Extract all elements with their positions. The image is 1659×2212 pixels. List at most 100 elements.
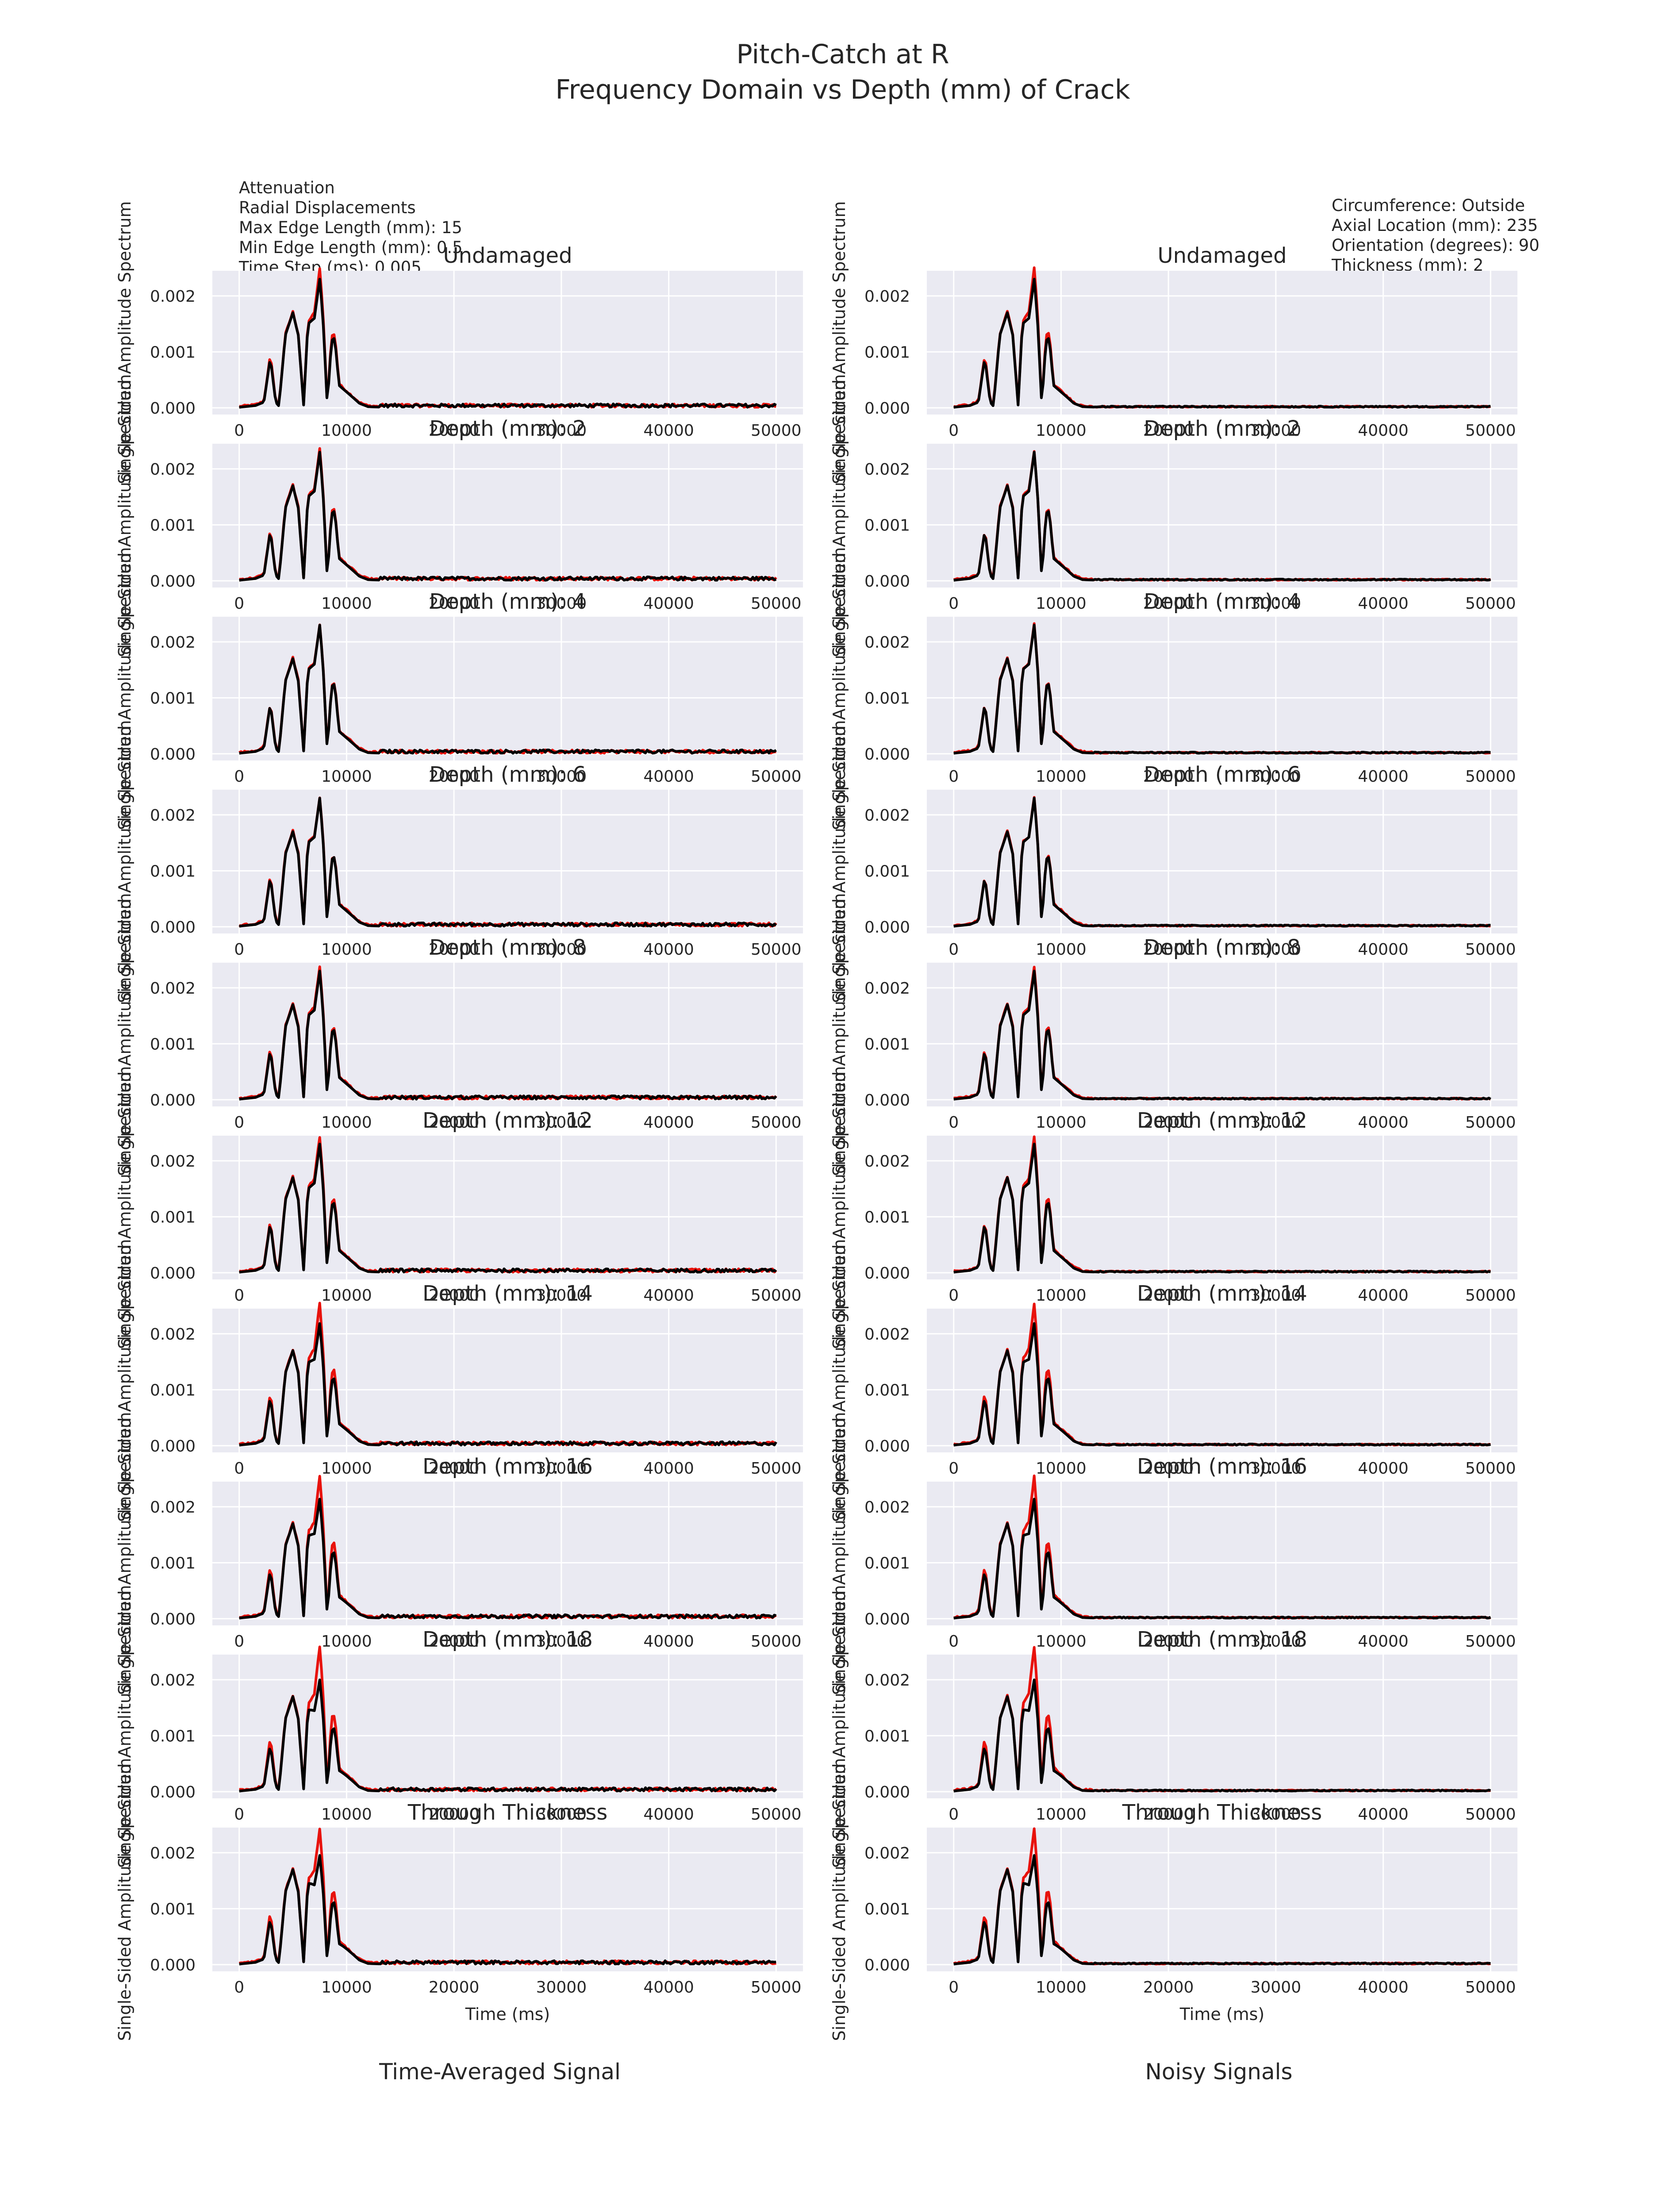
- figure-title-line2: Frequency Domain vs Depth (mm) of Crack: [555, 74, 1130, 105]
- y-axis-label: Single-Sided Amplitude Spectrum: [115, 201, 134, 484]
- y-tick-label: 0.000: [150, 745, 196, 764]
- series-line-black: [953, 1143, 1491, 1274]
- y-tick-label: 0.001: [864, 689, 910, 707]
- parameter-text: Max Edge Length (mm): 15: [239, 218, 462, 237]
- y-tick-label: 0.000: [864, 1091, 910, 1110]
- x-tick-label: 10000: [1036, 422, 1087, 440]
- subplot-time_averaged-6: 0 10000 20000 30000 40000 50000 0.000 0.001 0.00…: [115, 1239, 803, 1522]
- y-axis-label: Single-Sided Amplitude Spectrum: [830, 547, 849, 830]
- x-tick-label: 20000: [429, 768, 480, 786]
- series-line-black: [953, 797, 1491, 928]
- x-tick-label: 50000: [751, 1632, 802, 1651]
- plot-background: [212, 1136, 803, 1279]
- y-tick-label: 0.001: [864, 1900, 910, 1918]
- x-tick-label: 50000: [751, 1978, 802, 1997]
- x-tick-label: 0: [234, 1114, 244, 1132]
- plot-background: [212, 963, 803, 1106]
- x-tick-label: 50000: [751, 941, 802, 959]
- subplot-time_averaged-7: 0 10000 20000 30000 40000 50000 0.000 0.001 0.00…: [115, 1412, 803, 1695]
- x-tick-label: 20000: [1143, 941, 1194, 959]
- x-tick-label: 20000: [1143, 768, 1194, 786]
- plot-background: [212, 1309, 803, 1452]
- y-axis-label: Single-Sided Amplitude Spectrum: [830, 893, 849, 1176]
- x-tick-label: 0: [234, 1286, 244, 1305]
- y-tick-label: 0.001: [864, 1381, 910, 1399]
- x-tick-label: 30000: [536, 1459, 587, 1478]
- x-tick-label: 10000: [321, 1978, 372, 1997]
- x-tick-label: 10000: [321, 595, 372, 613]
- y-axis-label: Single-Sided Amplitude Spectrum: [830, 720, 849, 1003]
- y-tick-label: 0.002: [150, 1498, 196, 1517]
- subplot-noisy-6: 0 10000 20000 30000 40000 50000 0.000 0.001 0.00…: [830, 1239, 1517, 1522]
- subplot-title: Depth (mm): 12: [1137, 1108, 1307, 1133]
- plot-background: [212, 1655, 803, 1798]
- x-tick-label: 10000: [1036, 1805, 1087, 1824]
- parameter-text: Radial Displacements: [239, 198, 416, 217]
- x-tick-label: 30000: [536, 768, 587, 786]
- x-tick-label: 10000: [1036, 1978, 1087, 1997]
- subplot-time_averaged-5: 0 10000 20000 30000 40000 50000 0.000 0.001 0.00…: [115, 1066, 803, 1349]
- series-line-black: [239, 1498, 777, 1620]
- x-tick-label: 40000: [1358, 941, 1409, 959]
- y-axis-label: Single-Sided Amplitude Spectrum: [830, 1758, 849, 2041]
- y-tick-label: 0.002: [864, 1152, 910, 1171]
- x-tick-label: 40000: [1358, 595, 1409, 613]
- x-tick-label: 10000: [321, 1114, 372, 1132]
- y-tick-label: 0.000: [150, 572, 196, 591]
- x-axis-label: Time (ms): [465, 2005, 550, 2024]
- x-tick-label: 10000: [1036, 1114, 1087, 1132]
- x-tick-label: 10000: [321, 422, 372, 440]
- column-caption-time-averaged: Time-Averaged Signal: [379, 2059, 621, 2085]
- y-axis-label: Single-Sided Amplitude Spectrum: [115, 1239, 134, 1522]
- plot-background: [212, 1482, 803, 1625]
- x-tick-label: 50000: [1465, 941, 1516, 959]
- x-tick-label: 20000: [429, 1632, 480, 1651]
- subplot-time_averaged-1: 0 10000 20000 30000 40000 50000 0.000 0.001 0.00…: [115, 374, 803, 657]
- y-tick-label: 0.001: [864, 1035, 910, 1053]
- subplot-title: Depth (mm): 16: [422, 1454, 593, 1479]
- y-tick-label: 0.002: [864, 1498, 910, 1517]
- x-tick-label: 10000: [1036, 1459, 1087, 1478]
- plot-background: [212, 1828, 803, 1971]
- x-tick-label: 50000: [1465, 1805, 1516, 1824]
- x-tick-label: 20000: [1143, 1978, 1194, 1997]
- subplot-noisy-9: 0 10000 20000 30000 40000 50000 0.000 0.001 0.00…: [830, 1758, 1517, 2041]
- plot-background: [212, 617, 803, 760]
- x-tick-label: 20000: [429, 941, 480, 959]
- y-tick-label: 0.002: [150, 634, 196, 652]
- subplot-grid: 0 10000 20000 30000 40000 50000 0.000 0.001 0.00…: [115, 201, 1517, 2041]
- y-axis-label: Single-Sided Amplitude Spectrum: [115, 720, 134, 1003]
- y-tick-label: 0.000: [150, 1264, 196, 1283]
- x-tick-label: 0: [949, 1978, 959, 1997]
- subplot-title: Depth (mm): 2: [429, 416, 586, 441]
- series-line-black: [239, 970, 777, 1101]
- x-tick-label: 30000: [1251, 1978, 1302, 1997]
- x-tick-label: 10000: [1036, 1286, 1087, 1305]
- x-tick-label: 30000: [1251, 941, 1302, 959]
- series-line-black: [953, 1498, 1491, 1620]
- x-tick-label: 10000: [1036, 595, 1087, 613]
- y-tick-label: 0.001: [864, 1554, 910, 1572]
- subplot-time_averaged-8: 0 10000 20000 30000 40000 50000 0.000 0.001 0.00…: [115, 1585, 803, 1868]
- x-tick-label: 20000: [1143, 595, 1194, 613]
- x-tick-label: 20000: [1143, 1632, 1194, 1651]
- x-tick-label: 10000: [1036, 941, 1087, 959]
- y-tick-label: 0.002: [150, 461, 196, 479]
- subplot-title: Undamaged: [1157, 243, 1286, 268]
- subplot-title: Depth (mm): 6: [1144, 762, 1300, 787]
- y-axis-label: Single-Sided Amplitude Spectrum: [830, 201, 849, 484]
- x-tick-label: 20000: [1143, 422, 1194, 440]
- y-tick-label: 0.001: [150, 862, 196, 880]
- y-tick-label: 0.002: [150, 806, 196, 825]
- y-tick-label: 0.002: [150, 1325, 196, 1344]
- figure-title-line1: Pitch-Catch at R: [736, 39, 949, 70]
- x-tick-label: 0: [949, 768, 959, 786]
- x-tick-label: 30000: [1251, 1632, 1302, 1651]
- parameter-text: Axial Location (mm): 235: [1332, 216, 1538, 235]
- y-tick-label: 0.001: [150, 1035, 196, 1053]
- subplot-time_averaged-0: 0 10000 20000 30000 40000 50000 0.000 0.001 0.00…: [115, 201, 803, 484]
- x-tick-label: 30000: [536, 1114, 587, 1132]
- y-tick-label: 0.001: [150, 516, 196, 534]
- x-tick-label: 10000: [1036, 768, 1087, 786]
